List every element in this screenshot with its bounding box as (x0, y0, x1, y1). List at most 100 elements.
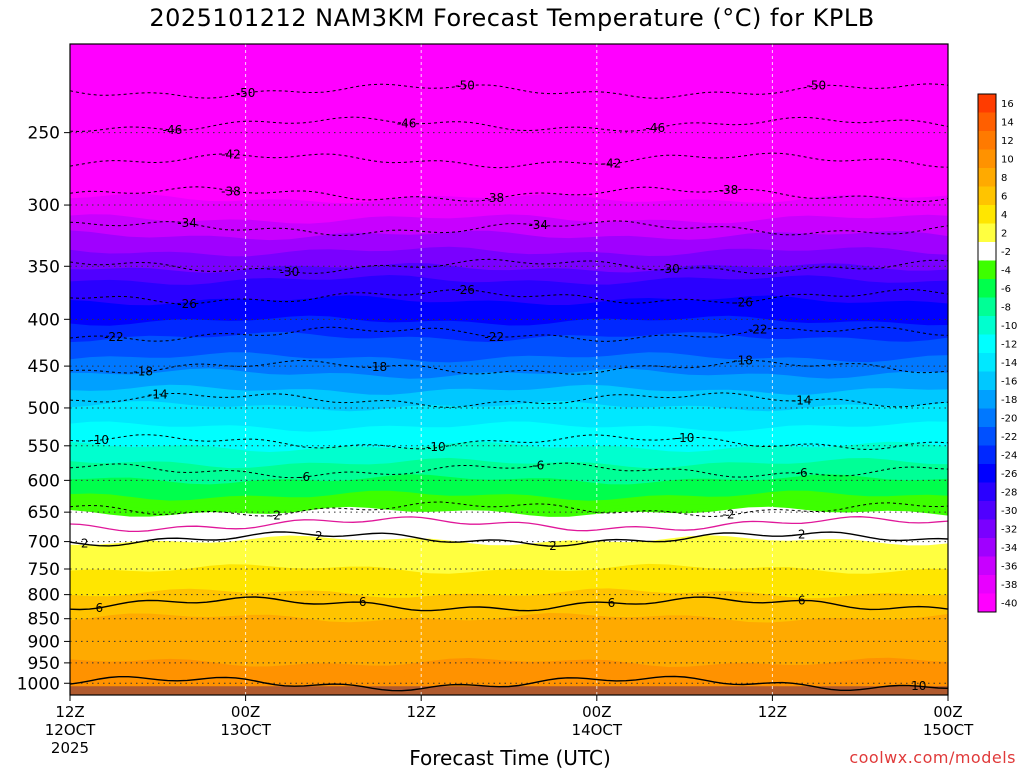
contour-line (70, 186, 948, 203)
temperature-band (70, 96, 948, 111)
grid-lines (70, 44, 948, 695)
colorbar-cell (978, 427, 996, 446)
y-tick-label: 1000 (17, 674, 60, 694)
temperature-band (70, 506, 948, 522)
contour-label: -46 (397, 117, 417, 131)
contour-label: -10 (89, 433, 109, 447)
temperature-band (70, 376, 948, 392)
colorbar-label: 10 (1001, 154, 1014, 165)
colorbar-frame (977, 93, 997, 613)
colorbar-cell (978, 223, 996, 242)
temperature-band (70, 197, 948, 213)
temperature-band (70, 551, 948, 567)
x-tick-label: 00Z (231, 703, 260, 721)
contour-label: -34 (528, 218, 548, 232)
contour-label: -6 (298, 470, 310, 484)
y-tick-label: 250 (28, 124, 60, 144)
temperature-band (70, 303, 948, 319)
temperature-band (70, 55, 948, 70)
temperature-band (70, 92, 948, 106)
contour-label: -38 (719, 183, 739, 197)
colorbar-label: -14 (1001, 358, 1017, 369)
colorbar-label: -10 (1001, 321, 1017, 332)
x-tick-label: 12Z (407, 703, 436, 721)
colorbar-cell (978, 94, 996, 113)
temperature-band (70, 457, 948, 474)
contour-label: 6 (798, 593, 806, 607)
temperature-band (70, 177, 948, 192)
temperature-band (70, 202, 948, 217)
colorbar-label: -16 (1001, 376, 1017, 387)
x-axis-label: Forecast Time (UTC) (409, 746, 611, 770)
temperature-band (70, 576, 948, 591)
temperature-band (70, 466, 948, 482)
contour-label: -30 (280, 265, 300, 279)
temperature-band (70, 80, 948, 94)
contour-label: -10 (675, 431, 695, 445)
temperature-band (70, 101, 948, 115)
temperature-band (70, 380, 948, 396)
colorbar-label: -34 (1001, 543, 1017, 554)
temperature-band (70, 563, 948, 579)
temperature-band (70, 621, 948, 636)
colorbar-label: 16 (1001, 99, 1014, 110)
x-tick-label: 12Z (758, 703, 787, 721)
temperature-band (70, 279, 948, 294)
contour-label: 2 (81, 536, 89, 550)
y-tick-label: 550 (28, 437, 60, 457)
contour-lines: -50 -50 -50 -46 -46 -46 -42 -42 -38 -38 -38 -34 -34 -… (70, 78, 948, 693)
y-tick-label: 850 (28, 610, 60, 630)
colorbar-label: -40 (1001, 598, 1017, 609)
temperature-band (70, 527, 948, 543)
temperature-band (70, 125, 948, 139)
x-tick-year: 2025 (51, 739, 89, 757)
contour-label: 2 (798, 527, 806, 541)
temperature-band (70, 600, 948, 616)
colorbar-cell (978, 556, 996, 575)
temperature-band (70, 335, 948, 351)
credit-link[interactable]: coolwx.com/models (849, 748, 1016, 767)
contour-label: -34 (177, 216, 197, 230)
contour-label: -18 (367, 360, 387, 374)
contour-label: -26 (177, 297, 197, 311)
temperature-band (70, 340, 948, 355)
contour-label: -38 (221, 184, 241, 198)
temperature-band (70, 113, 948, 127)
temperature-band (70, 547, 948, 563)
temperature-band (70, 72, 948, 86)
terrain-strip (70, 686, 948, 695)
temperature-band (70, 629, 948, 644)
temperature-band (70, 153, 948, 167)
temperature-band (70, 157, 948, 172)
temperature-band (70, 478, 948, 494)
temperature-band (70, 251, 948, 266)
temperature-band (70, 145, 948, 159)
colorbar-cell (978, 408, 996, 427)
temperature-band (70, 633, 948, 648)
colorbar-cell (978, 242, 996, 261)
temperature-band (70, 234, 948, 249)
contour-label: -50 (806, 79, 826, 93)
temperature-band (70, 258, 948, 274)
temperature-band (70, 539, 948, 555)
colorbar-cell (978, 297, 996, 316)
colorbar-cell (978, 501, 996, 520)
colorbar-cell (978, 112, 996, 131)
temperature-band (70, 372, 948, 388)
temperature-band (70, 502, 948, 518)
temperature-band (70, 246, 948, 262)
x-tick-date: 12OCT (45, 721, 96, 739)
contour-label: -26 (733, 296, 753, 310)
temperature-band (70, 560, 948, 575)
contour-label: 6 (95, 601, 103, 615)
temperature-band (70, 161, 948, 176)
y-tick-label: 750 (28, 560, 60, 580)
contour-label: -22 (485, 330, 505, 344)
temperature-band (70, 218, 948, 233)
temperature-band (70, 315, 948, 331)
contour-label: -42 (602, 156, 622, 170)
temperature-band (70, 604, 948, 620)
contour-label: -42 (221, 147, 241, 161)
